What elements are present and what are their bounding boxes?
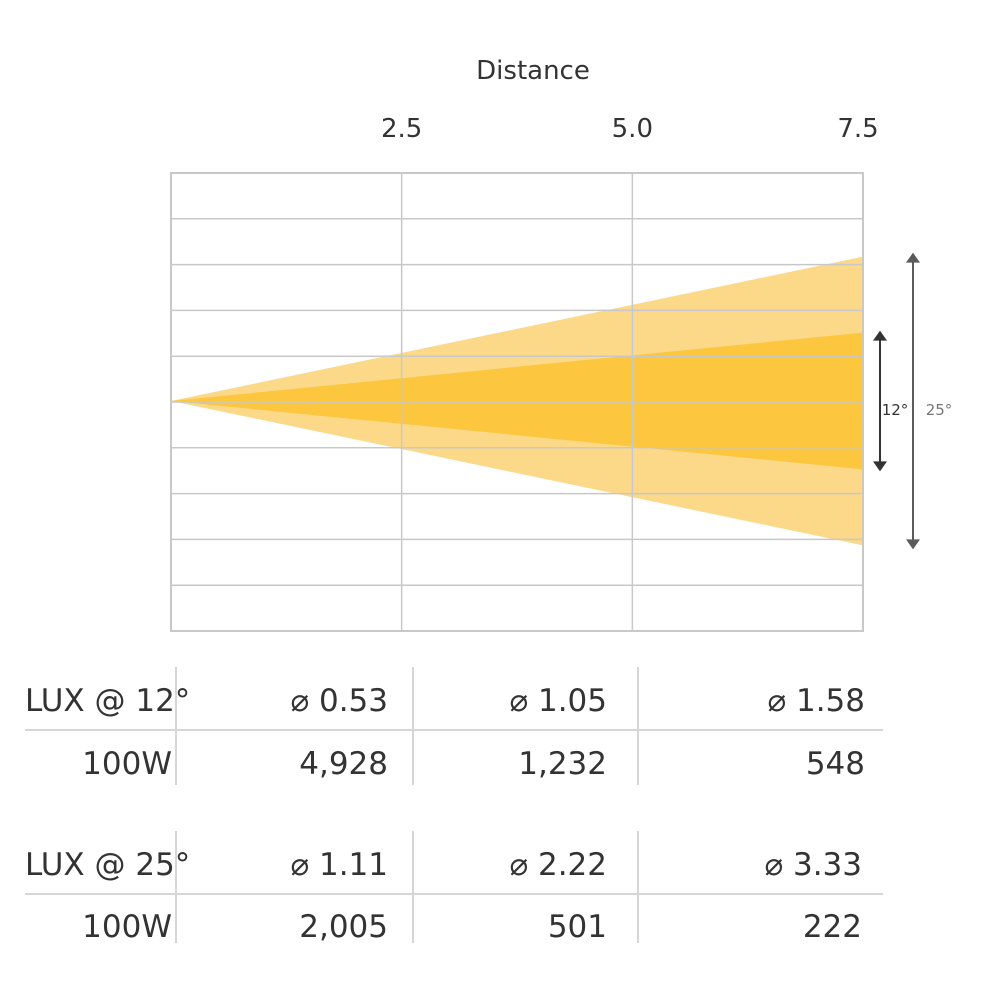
diameter-cell: ⌀ 3.33 [764,847,862,883]
lux-cell: 501 [547,909,607,945]
arrow-25-head-down [906,539,920,550]
lux-cell: 1,232 [518,746,607,782]
diameter-cell: ⌀ 2.22 [509,847,607,883]
beam-angle-arrows: 12° 25° [873,252,953,550]
x-axis-ticks: 2.5 5.0 7.5 [381,114,879,144]
table-label: LUX @ 25° [25,847,191,883]
beam-areas [171,256,863,546]
table-label: LUX @ 12° [25,683,191,719]
x-tick-label: 2.5 [381,114,422,144]
column-divider [412,667,414,785]
column-divider [175,831,177,943]
arrow-12-head-down [873,461,887,472]
arrow-12-head-up [873,330,887,341]
x-tick-label: 5.0 [612,114,653,144]
x-axis-title: Distance [476,56,590,86]
lux-cell: 2,005 [299,909,388,945]
column-divider [637,667,639,785]
chart-grid [170,172,864,632]
row-divider [25,729,883,731]
diameter-cell: ⌀ 1.05 [509,683,607,719]
arrow-25-head-up [906,252,920,263]
diameter-cell: ⌀ 1.58 [767,683,865,719]
row-divider [25,893,883,895]
x-tick-label: 7.5 [837,114,878,144]
diameter-cell: ⌀ 0.53 [290,683,388,719]
column-divider [637,831,639,943]
diameter-cell: ⌀ 1.11 [290,847,388,883]
arrow-12-label: 12° [882,401,909,419]
lux-cell: 4,928 [299,746,388,782]
column-divider [175,667,177,785]
lux-cell: 548 [805,746,865,782]
power-label: 100W [82,909,172,945]
beam-chart: Distance 2.5 5.0 7.5 12° 25° [170,56,953,632]
arrow-25-label: 25° [926,401,953,419]
column-divider [412,831,414,943]
lux-cell: 222 [802,909,862,945]
beam-12-area [171,332,863,470]
power-label: 100W [82,746,172,782]
